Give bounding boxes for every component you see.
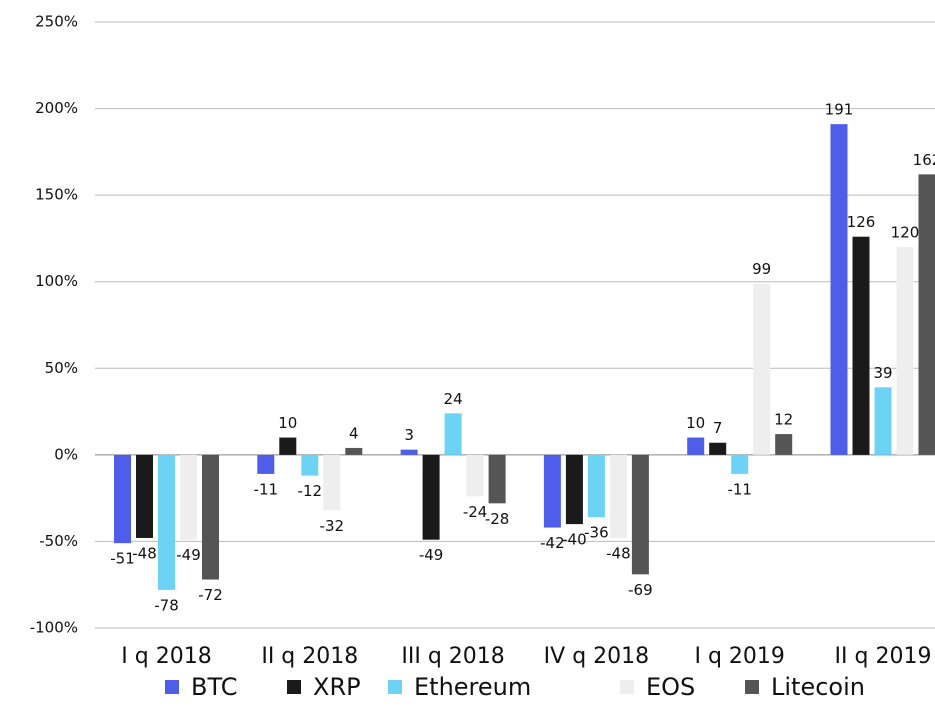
y-tick-label: 200% <box>35 99 78 117</box>
bar <box>609 454 627 538</box>
bar <box>874 387 892 455</box>
value-label: 10 <box>686 414 705 432</box>
bar <box>345 447 363 455</box>
value-label: -48 <box>606 544 631 562</box>
legend-label: EOS <box>646 673 695 701</box>
legend-swatch <box>620 680 634 694</box>
bar <box>753 283 771 455</box>
y-tick-label: -100% <box>30 619 78 637</box>
value-label: -12 <box>298 482 323 500</box>
legend-swatch <box>745 680 759 694</box>
value-label: 191 <box>825 101 854 119</box>
value-label: -51 <box>110 550 135 568</box>
bar <box>257 454 275 474</box>
value-label: -32 <box>320 517 345 535</box>
value-label: 10 <box>278 414 297 432</box>
bar <box>400 449 418 455</box>
value-label: 162 <box>913 151 935 169</box>
x-tick-label: IV q 2018 <box>544 644 649 669</box>
bar <box>631 454 649 575</box>
value-label: -78 <box>154 596 179 614</box>
bar <box>136 454 153 538</box>
value-label: 120 <box>891 224 920 242</box>
value-label: -40 <box>562 531 587 549</box>
value-label: -11 <box>254 480 279 498</box>
x-tick-label: I q 2018 <box>121 644 211 669</box>
value-label: -24 <box>463 503 488 521</box>
legend-label: Litecoin <box>771 673 865 701</box>
bar <box>114 454 131 544</box>
bar <box>918 174 935 455</box>
value-label: -69 <box>628 581 653 599</box>
bar <box>830 124 848 455</box>
value-label: 7 <box>713 419 723 437</box>
bar <box>323 454 341 511</box>
legend-swatch <box>388 680 402 694</box>
value-label: -28 <box>485 510 510 528</box>
bar <box>466 454 484 497</box>
value-label: -36 <box>584 524 609 542</box>
value-label: -49 <box>419 546 444 564</box>
x-tick-label: II q 2019 <box>835 644 932 669</box>
bar <box>301 454 319 476</box>
y-tick-label: 50% <box>45 359 78 377</box>
y-tick-label: 100% <box>35 272 78 290</box>
y-tick-label: 250% <box>35 13 78 31</box>
legend-label: Ethereum <box>414 673 531 701</box>
x-tick-label: III q 2018 <box>401 644 504 669</box>
x-tick-label: II q 2018 <box>261 644 358 669</box>
bar <box>709 442 727 455</box>
bar <box>158 454 175 590</box>
value-label: -48 <box>132 544 157 562</box>
legend-label: XRP <box>313 673 361 701</box>
bar <box>731 454 749 474</box>
bar <box>587 454 605 518</box>
bar <box>543 454 561 528</box>
bar <box>202 454 219 580</box>
bar <box>852 236 870 455</box>
bar <box>180 454 197 540</box>
bar <box>896 247 914 455</box>
value-label: -49 <box>176 546 201 564</box>
bar <box>488 454 506 504</box>
y-tick-label: -50% <box>39 532 78 550</box>
bar <box>687 437 705 455</box>
bar <box>422 454 440 540</box>
value-label: 4 <box>349 424 359 442</box>
value-label: 12 <box>774 411 793 429</box>
legend-label: BTC <box>191 673 237 701</box>
value-label: -72 <box>198 586 223 604</box>
bar <box>279 437 297 455</box>
value-label: 24 <box>444 390 463 408</box>
bar <box>775 434 793 455</box>
value-label: 3 <box>404 426 414 444</box>
value-label: -42 <box>540 534 565 552</box>
value-label: 39 <box>873 364 892 382</box>
value-label: -11 <box>727 480 752 498</box>
bar <box>444 413 462 455</box>
bar <box>565 454 583 525</box>
legend-swatch <box>165 680 179 694</box>
y-tick-label: 0% <box>54 445 78 463</box>
y-tick-label: 150% <box>35 186 78 204</box>
value-label: 99 <box>752 260 771 278</box>
x-tick-label: I q 2019 <box>694 644 784 669</box>
legend-swatch <box>287 680 301 694</box>
value-label: 126 <box>847 213 876 231</box>
